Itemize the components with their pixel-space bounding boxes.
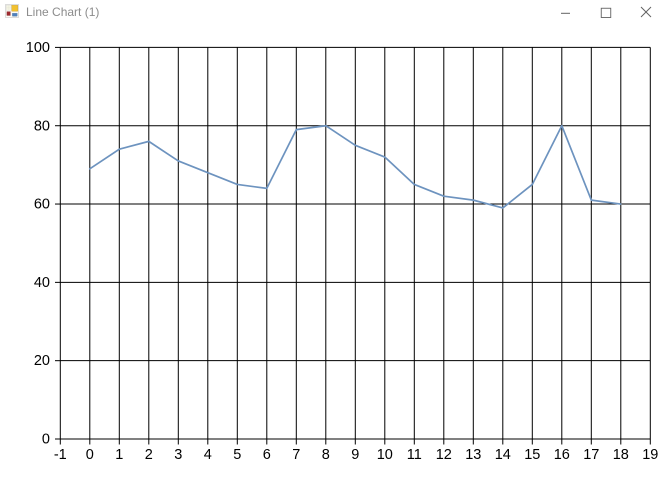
- svg-text:9: 9: [351, 447, 359, 463]
- svg-text:17: 17: [583, 447, 599, 463]
- svg-text:14: 14: [495, 447, 511, 463]
- svg-text:2: 2: [145, 447, 153, 463]
- svg-text:8: 8: [322, 447, 330, 463]
- svg-text:-1: -1: [54, 447, 67, 463]
- svg-text:13: 13: [465, 447, 481, 463]
- svg-text:60: 60: [34, 197, 50, 213]
- svg-text:0: 0: [42, 432, 50, 448]
- svg-text:4: 4: [204, 447, 212, 463]
- svg-text:6: 6: [263, 447, 271, 463]
- svg-text:20: 20: [34, 353, 50, 369]
- svg-text:0: 0: [86, 447, 94, 463]
- svg-text:11: 11: [407, 447, 422, 463]
- svg-text:7: 7: [292, 447, 300, 463]
- svg-text:40: 40: [34, 275, 50, 291]
- svg-text:18: 18: [613, 447, 629, 463]
- svg-text:16: 16: [554, 447, 570, 463]
- svg-text:5: 5: [233, 447, 241, 463]
- svg-text:19: 19: [642, 447, 658, 463]
- svg-text:12: 12: [436, 447, 452, 463]
- svg-text:80: 80: [34, 118, 50, 134]
- svg-text:1: 1: [115, 447, 123, 463]
- svg-text:3: 3: [174, 447, 182, 463]
- svg-text:10: 10: [377, 447, 393, 463]
- svg-text:100: 100: [26, 40, 50, 56]
- svg-text:15: 15: [524, 447, 540, 463]
